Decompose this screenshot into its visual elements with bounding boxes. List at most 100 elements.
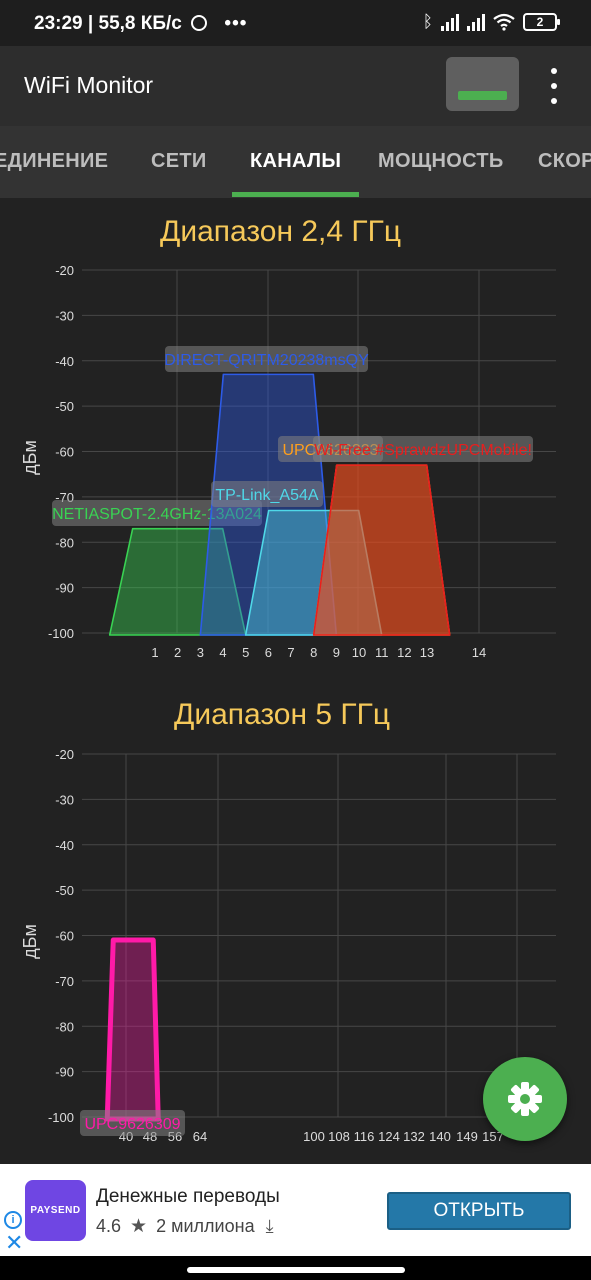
network-label: TP-Link_A54A — [211, 481, 323, 507]
y-axis-label: дБм — [20, 924, 40, 959]
battery-icon: 2 — [523, 13, 560, 31]
x-tick-label: 100 — [303, 1129, 325, 1144]
x-tick-label: 108 — [328, 1129, 350, 1144]
tab-bar: ЕДИНЕНИЕ СЕТИ КАНАЛЫ МОЩНОСТЬ СКОР — [0, 126, 591, 198]
y-tick-label: -50 — [55, 399, 74, 414]
signal-level-bar — [458, 91, 507, 100]
y-tick-label: -100 — [48, 626, 74, 641]
network-ssid: UPC9626309 — [84, 1116, 180, 1133]
status-right: ᛒ 2 — [422, 12, 560, 32]
app-title: WiFi Monitor — [24, 72, 154, 98]
ad-rating-row: 4.6 ★ 2 миллиона ⤓ — [96, 1215, 274, 1238]
app-bar: WiFi Monitor — [0, 46, 591, 126]
ad-downloads: 2 миллиона — [156, 1216, 255, 1236]
x-tick-label: 3 — [197, 645, 204, 660]
ad-rating: 4.6 — [96, 1216, 122, 1236]
signal-strength-button[interactable] — [446, 57, 519, 111]
ad-open-button[interactable]: ОТКРЫТЬ — [387, 1192, 571, 1230]
x-tick-label: 64 — [193, 1129, 207, 1144]
network-label-bg — [80, 1110, 185, 1136]
ad-info-icon[interactable]: i — [4, 1211, 22, 1229]
network-ssid: NETIASPOT-2.4GHz-13A024 — [52, 506, 262, 523]
network-label-bg — [165, 346, 368, 372]
y-tick-label: -40 — [55, 838, 74, 853]
network-label-bg — [211, 481, 323, 507]
ad-app-logo[interactable]: PAYSEND — [25, 1180, 86, 1241]
overflow-menu-icon[interactable] — [544, 68, 564, 104]
ad-title[interactable]: Денежные переводы — [96, 1186, 280, 1207]
x-tick-label: 6 — [265, 645, 272, 660]
channel-shape — [312, 464, 451, 636]
channel-shape — [104, 937, 161, 1122]
home-gesture-pill[interactable] — [187, 1267, 405, 1273]
network-ssid: Wi-Free #SprawdzUPCMobile! — [314, 442, 532, 459]
x-tick-label: 8 — [310, 645, 317, 660]
x-tick-label: 157 — [482, 1129, 504, 1144]
channels-content[interactable]: Диапазон 2,4 ГГц -20 -30 -40 -50 -60 -70 -80 -9… — [0, 198, 591, 1164]
star-icon: ★ — [130, 1216, 148, 1237]
ad-close-icon[interactable]: ✕ — [5, 1230, 24, 1255]
x-tick-label: 11 — [375, 645, 389, 660]
y-tick-label: -30 — [55, 792, 74, 807]
network-ssid: DIRECT-QRITM20238msQY — [164, 352, 369, 369]
tab-indicator — [232, 192, 359, 197]
bluetooth-icon: ᛒ — [422, 12, 433, 31]
download-icon: ⤓ — [265, 1216, 274, 1236]
x-tick-label: 132 — [403, 1129, 425, 1144]
x-tick-label: 13 — [420, 645, 434, 660]
y-axis-label: дБм — [20, 440, 40, 475]
x-tick-label: 1 — [151, 645, 158, 660]
tab-speed[interactable]: СКОР — [538, 150, 591, 172]
y-tick-label: -20 — [55, 263, 74, 278]
tab-networks[interactable]: СЕТИ — [151, 150, 207, 172]
y-tick-label: -90 — [55, 1065, 74, 1080]
x-tick-label: 140 — [429, 1129, 451, 1144]
status-bar: 23:29 | 55,8 КБ/с ••• ᛒ 2 — [0, 0, 591, 46]
status-left: 23:29 | 55,8 КБ/с ••• — [34, 13, 248, 34]
ad-banner[interactable]: PAYSEND Денежные переводы 4.6 ★ 2 миллио… — [0, 1164, 591, 1256]
x-tick-label: 10 — [352, 645, 366, 660]
y-tick-label: -90 — [55, 581, 74, 596]
gear-icon — [508, 1082, 542, 1116]
x-tick-label: 124 — [378, 1129, 400, 1144]
y-tick-label: -80 — [55, 1019, 74, 1034]
network-ssid: TP-Link_A54A — [215, 487, 318, 504]
x-tick-label: 5 — [242, 645, 249, 660]
more-dots-icon: ••• — [224, 13, 248, 34]
y-tick-label: -60 — [55, 929, 74, 944]
x-tick-label: 12 — [397, 645, 411, 660]
signal-icon — [441, 13, 459, 31]
x-tick-label: 4 — [219, 645, 226, 660]
x-tick-label: 7 — [287, 645, 294, 660]
network-label-bg — [52, 500, 262, 526]
band-24-title: Диапазон 2,4 ГГц — [160, 215, 402, 248]
y-tick-label: -30 — [55, 308, 74, 323]
x-tick-label: 2 — [174, 645, 181, 660]
x-tick-label: 14 — [472, 645, 486, 660]
status-network-speed: 55,8 КБ/с — [98, 13, 182, 34]
wifi-icon — [493, 13, 515, 31]
network-label: Wi-Free #SprawdzUPCMobile! — [313, 436, 533, 462]
x-tick-label: 116 — [354, 1129, 375, 1144]
gesture-nav-bar — [0, 1256, 591, 1280]
tab-power[interactable]: МОЩНОСТЬ — [378, 150, 504, 172]
alarm-icon — [191, 15, 208, 31]
y-tick-label: -60 — [55, 445, 74, 460]
signal-roaming-icon — [467, 13, 485, 31]
settings-fab[interactable] — [483, 1057, 567, 1141]
status-time: 23:29 — [34, 13, 83, 34]
tab-connection[interactable]: ЕДИНЕНИЕ — [0, 150, 109, 172]
network-label: UPC9626309 — [80, 1110, 185, 1136]
y-tick-label: -20 — [55, 747, 74, 762]
y-tick-label: -40 — [55, 354, 74, 369]
y-tick-label: -50 — [55, 883, 74, 898]
y-tick-label: -100 — [48, 1110, 74, 1125]
network-label: DIRECT-QRITM20238msQY — [164, 346, 369, 372]
y-tick-label: -70 — [55, 974, 74, 989]
tab-channels[interactable]: КАНАЛЫ — [250, 150, 342, 172]
y-tick-label: -80 — [55, 535, 74, 550]
network-label-bg — [313, 436, 533, 462]
network-label: NETIASPOT-2.4GHz-13A024 — [52, 500, 262, 526]
